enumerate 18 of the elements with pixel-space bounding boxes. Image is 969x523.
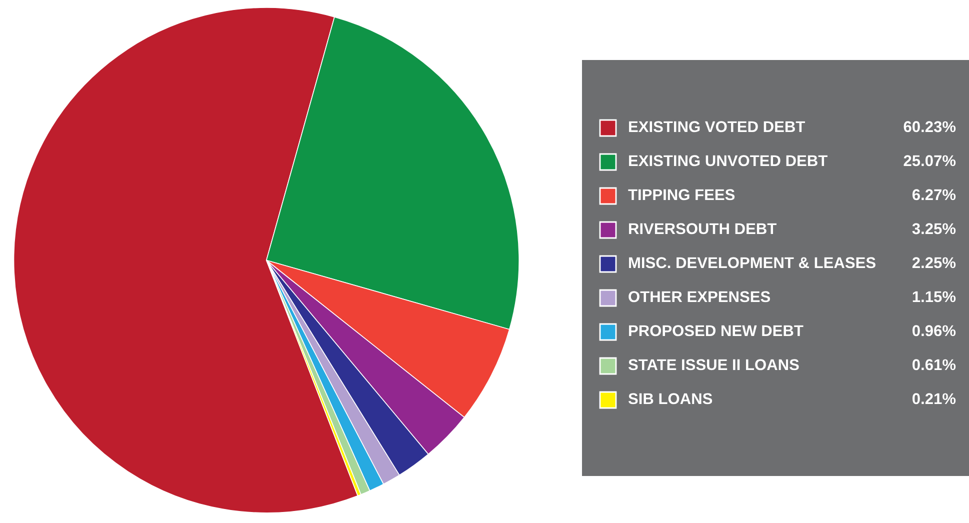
data-label: 60.23% [904,121,956,132]
data-label: 6.27% [912,189,956,200]
legend-label: RIVERSOUTH DEBT [629,223,776,234]
legend-label: PROPOSED NEW DEBT [629,325,804,336]
data-label: 2.25% [912,257,956,268]
legend-label: STATE ISSUE II LOANS [628,359,799,370]
data-label: 25.07% [904,155,956,166]
data-label: 1.15% [912,291,956,302]
legend-label: OTHER EXPENSES [628,291,770,302]
legend-label: EXISTING UNVOTED DEBT [629,155,828,166]
data-label: 0.96% [912,325,956,336]
legend-label: EXISTING VOTED DEBT [629,121,806,132]
data-label: 0.21% [912,393,956,404]
legend-label: SIB LOANS [628,393,712,404]
data-label: 3.25% [912,223,956,234]
legend-label: MISC. DEVELOPMENT & LEASES [629,257,876,268]
data-label: 0.61% [912,359,956,370]
legend-label: TIPPING FEES [628,189,735,200]
